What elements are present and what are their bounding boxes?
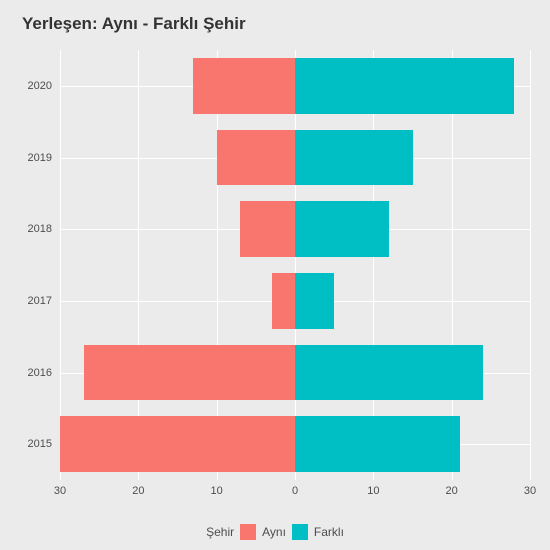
y-tick-label: 2015	[28, 438, 52, 450]
page-title: Yerleşen: Aynı - Farklı Şehir	[22, 14, 246, 34]
y-tick-label: 2019	[28, 152, 52, 164]
legend-label-ayni: Aynı	[262, 525, 286, 539]
legend-title: Şehir	[206, 525, 234, 539]
x-tick-label: 20	[446, 485, 458, 497]
x-tick-label: 10	[211, 485, 223, 497]
bar-ayni	[60, 416, 295, 472]
bar-ayni	[193, 58, 295, 114]
plot-area	[60, 50, 530, 480]
legend-swatch-ayni	[240, 524, 256, 540]
bar-ayni	[240, 201, 295, 257]
y-tick-label: 2016	[28, 367, 52, 379]
bar-ayni	[84, 345, 296, 401]
y-tick-label: 2020	[28, 80, 52, 92]
x-tick-label: 10	[367, 485, 379, 497]
y-tick-label: 2017	[28, 295, 52, 307]
x-tick-label: 30	[524, 485, 536, 497]
y-tick-label: 2018	[28, 223, 52, 235]
bar-farkli	[295, 130, 413, 186]
bar-ayni	[217, 130, 295, 186]
x-tick-label: 20	[132, 485, 144, 497]
bar-farkli	[295, 345, 483, 401]
bar-farkli	[295, 58, 514, 114]
bar-farkli	[295, 416, 460, 472]
bar-farkli	[295, 201, 389, 257]
legend: Şehir Aynı Farklı	[0, 524, 550, 540]
bar-farkli	[295, 273, 334, 329]
legend-label-farkli: Farklı	[314, 525, 344, 539]
x-tick-label: 0	[292, 485, 298, 497]
chart-container: Yerleşen: Aynı - Farklı Şehir 30 20 10 0 10 2…	[0, 0, 550, 550]
legend-swatch-farkli	[292, 524, 308, 540]
x-tick-label: 30	[54, 485, 66, 497]
bar-ayni	[272, 273, 296, 329]
gridline-v	[530, 50, 531, 480]
